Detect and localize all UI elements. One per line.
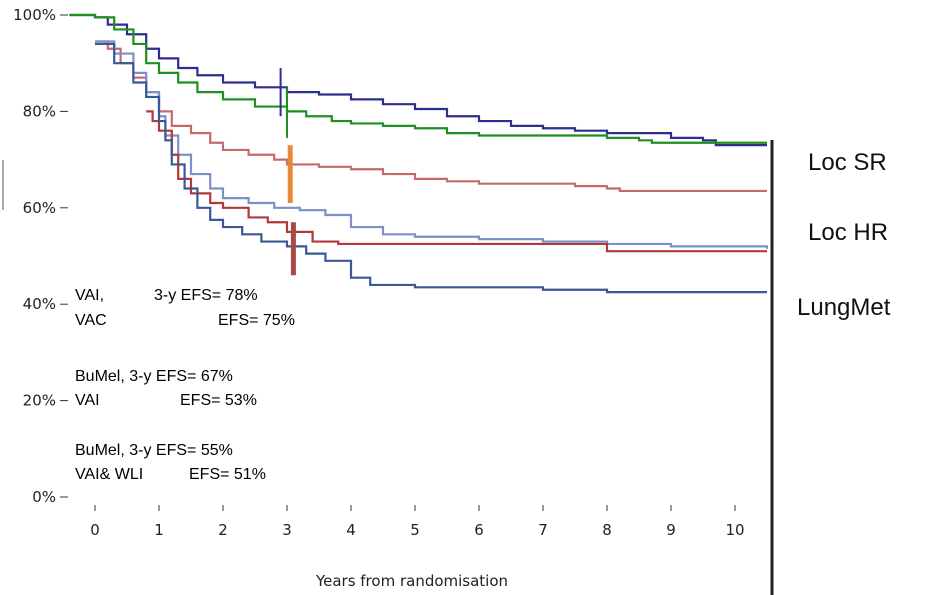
y-tick-label: 40% — [23, 295, 56, 313]
x-tick-label: 1 — [154, 521, 164, 539]
y-tick-label: 20% — [23, 392, 56, 410]
x-tick-label: 4 — [346, 521, 356, 539]
survival-curves — [69, 13, 769, 294]
x-tick-label: 0 — [90, 521, 100, 539]
annotation-bumel-1: BuMel, 3-y EFS= 67% — [75, 368, 233, 385]
y-axis-ticks: 0% 20% 40% 60% 80% 100% — [13, 6, 68, 506]
x-axis-ticks: 0 1 2 3 4 5 6 7 8 9 10 — [90, 505, 745, 539]
x-tick-label: 6 — [474, 521, 484, 539]
survival-curve-3 — [95, 40, 767, 193]
survival-curve-2 — [69, 13, 767, 144]
annotation-vai: VAI, — [75, 287, 104, 304]
survival-curve-4 — [95, 40, 769, 249]
annotation-bumel-2: BuMel, 3-y EFS= 55% — [75, 442, 233, 459]
x-tick-label: 10 — [725, 521, 744, 539]
three-year-markers — [279, 68, 296, 276]
annotation-vac-efs: EFS= 75% — [218, 312, 295, 329]
legend-annotations: VAI, 3-y EFS= 78% VAC EFS= 75% BuMel, 3-… — [75, 287, 295, 483]
annotation-vai-2-efs: EFS= 53% — [180, 392, 257, 409]
y-tick-label: 100% — [13, 6, 56, 24]
x-tick-label: 8 — [602, 521, 612, 539]
annotation-vai-2: VAI — [75, 392, 100, 409]
x-tick-label: 9 — [666, 521, 676, 539]
group-labels: Loc SR Loc HR LungMet — [797, 149, 891, 321]
annotation-vai-wli: VAI& WLI — [75, 466, 143, 483]
survival-curve-5 — [146, 110, 767, 253]
y-tick-label: 0% — [32, 488, 56, 506]
annotation-vai-wli-efs: EFS= 51% — [189, 466, 266, 483]
label-loc-sr: Loc SR — [808, 149, 887, 176]
x-tick-label: 2 — [218, 521, 228, 539]
x-tick-label: 5 — [410, 521, 420, 539]
annotation-vac: VAC — [75, 312, 107, 329]
y-tick-label: 80% — [23, 102, 56, 120]
x-axis-label: Years from randomisation — [315, 572, 508, 590]
x-tick-label: 3 — [282, 521, 292, 539]
x-tick-label: 7 — [538, 521, 548, 539]
y-tick-label: 60% — [23, 199, 56, 217]
survival-curve-6 — [95, 42, 767, 294]
label-loc-hr: Loc HR — [808, 219, 888, 246]
label-lungmet: LungMet — [797, 294, 891, 321]
annotation-vai-efs: 3-y EFS= 78% — [154, 287, 258, 304]
